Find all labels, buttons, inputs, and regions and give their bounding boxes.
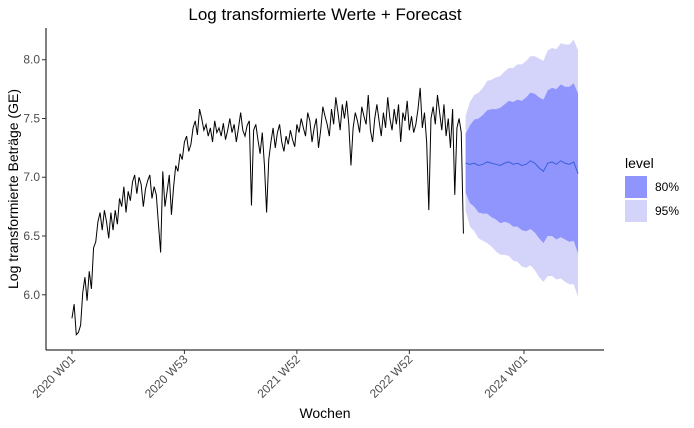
y-tick-label: 7.0 — [23, 170, 40, 184]
x-tick-label: 2022 W52 — [367, 352, 416, 401]
legend-key — [625, 176, 647, 198]
legend-key — [625, 200, 647, 222]
y-tick-label: 6.5 — [23, 229, 40, 243]
x-tick-label: 2024 W01 — [482, 352, 531, 401]
legend-label: 95% — [655, 204, 679, 218]
legend-label: 80% — [655, 180, 679, 194]
series-line — [465, 160, 579, 174]
x-tick-label: 2021 W52 — [254, 352, 303, 401]
y-tick-label: 7.5 — [23, 111, 40, 125]
series-line — [71, 87, 464, 336]
legend-title: level — [625, 155, 654, 171]
y-tick-label: 6.0 — [23, 288, 40, 302]
x-axis-title: Wochen — [299, 405, 350, 421]
y-axis-title: Log transformierte Beträge (GE) — [5, 89, 21, 289]
y-tick-label: 8.0 — [23, 53, 40, 67]
chart-title: Log transformierte Werte + Forecast — [188, 5, 461, 24]
x-tick-label: 2020 W53 — [142, 352, 191, 401]
x-tick-label: 2020 W01 — [29, 352, 78, 401]
forecast-band — [465, 83, 579, 254]
